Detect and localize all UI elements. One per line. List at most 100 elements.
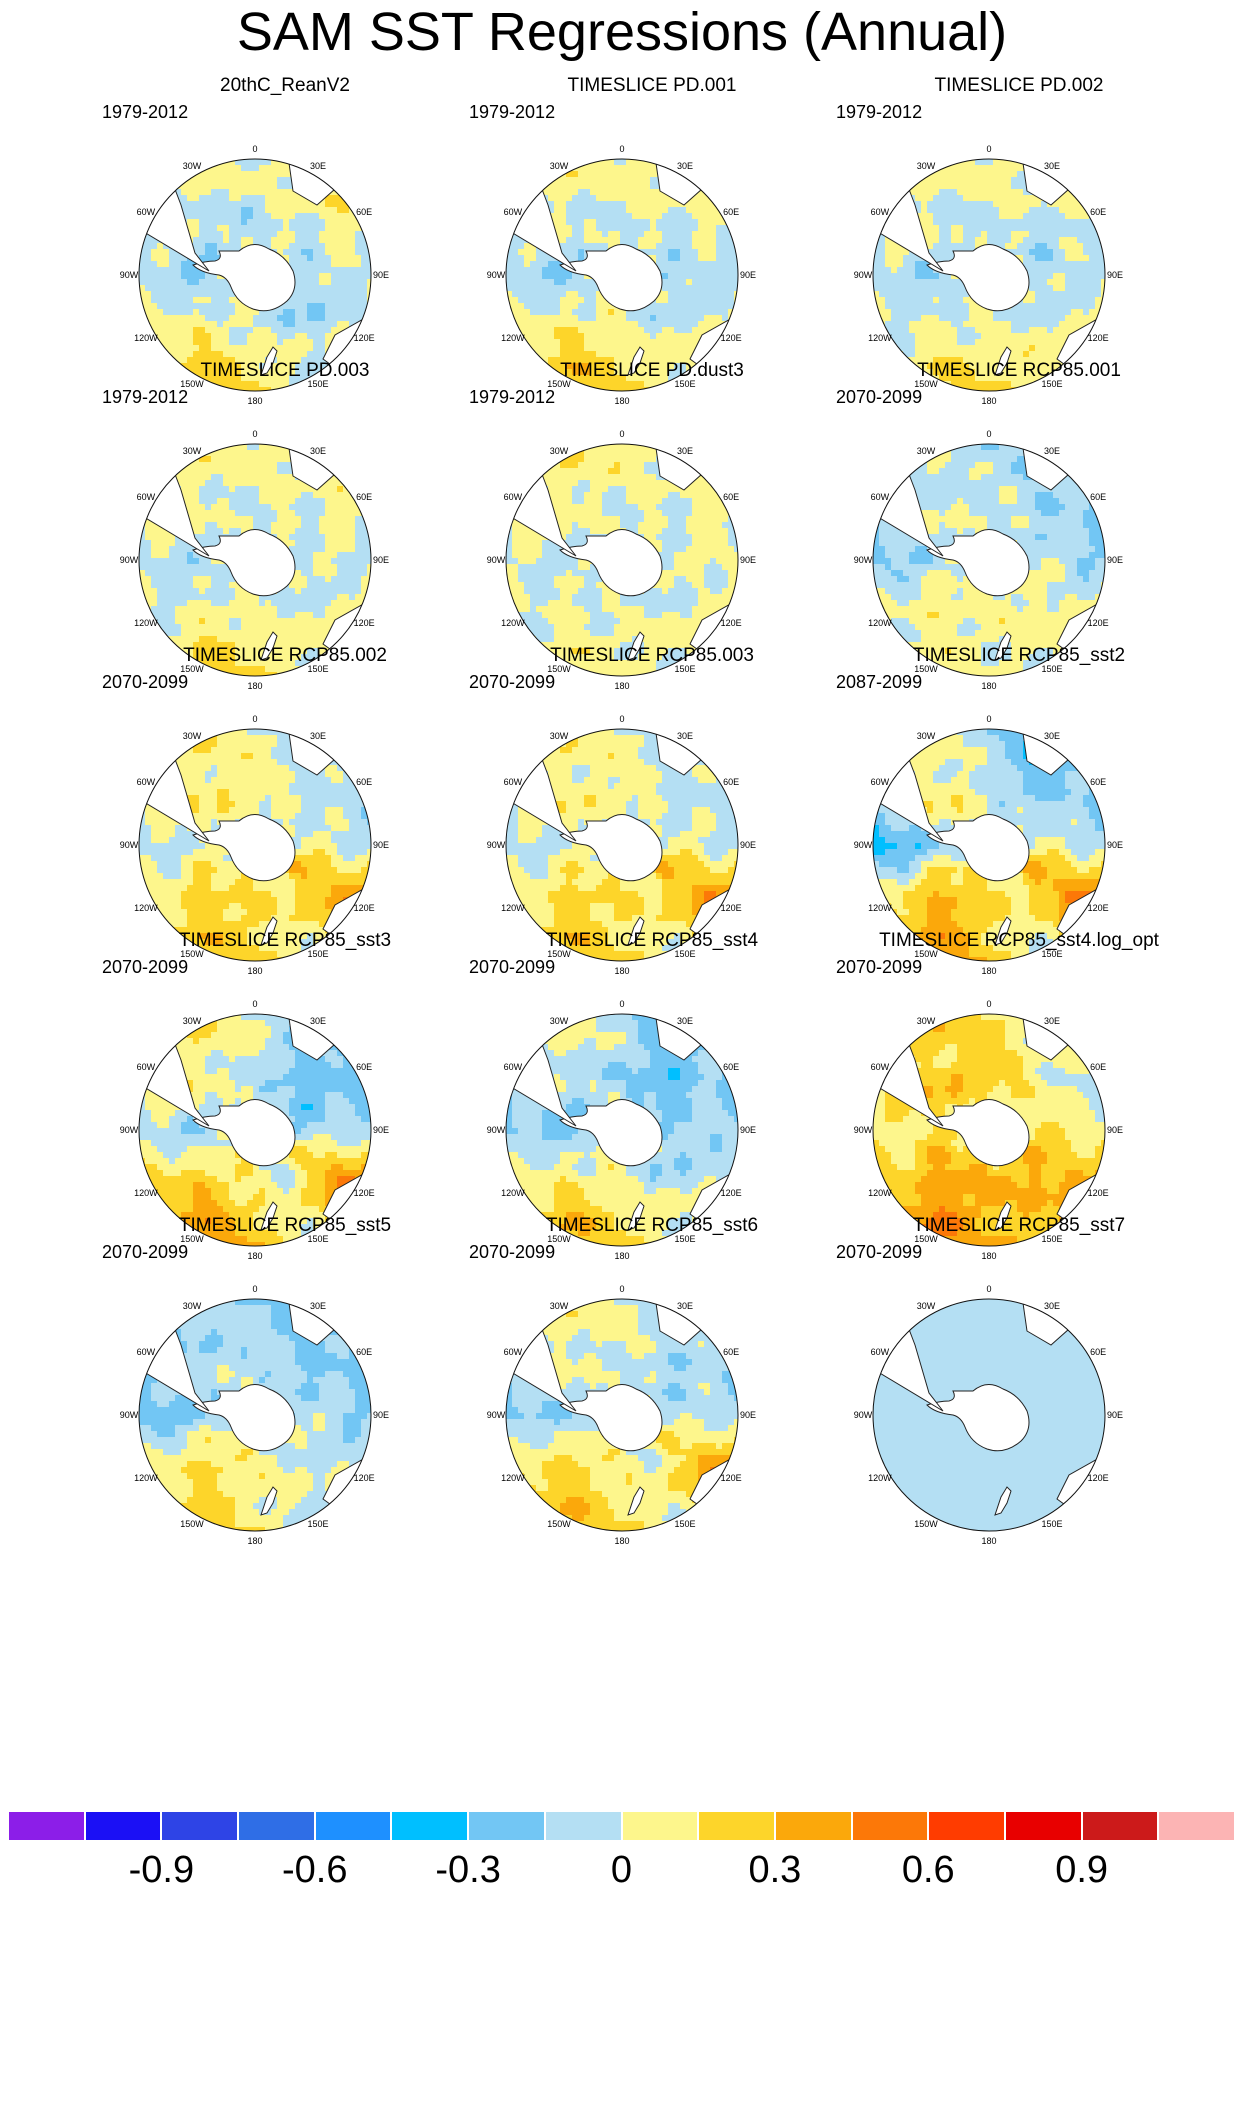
- new-zealand-landmass: [260, 916, 278, 946]
- longitude-label: 60E: [356, 492, 372, 502]
- longitude-label: 180: [981, 1251, 996, 1261]
- antarctica-landmass: [192, 244, 296, 312]
- colorbar-box: [544, 1811, 622, 1841]
- antarctica-landmass: [926, 244, 1030, 312]
- sst-field: [506, 444, 738, 676]
- longitude-label: 60E: [723, 1347, 739, 1357]
- map-border: [872, 728, 1106, 962]
- longitude-label: 60W: [137, 777, 156, 787]
- colorbar-box: [8, 1811, 85, 1841]
- colorbar-box: [468, 1811, 545, 1841]
- longitude-label: 150E: [307, 1234, 328, 1244]
- panel-period: 2087-2099: [836, 672, 923, 692]
- map-panel: TIMESLICE RCP85_sst3 2070-2099 0 30E 60E 90E 1…: [95, 930, 475, 1290]
- sst-field: [873, 444, 1105, 676]
- longitude-label: 60E: [356, 1062, 372, 1072]
- longitude-label: 120E: [1088, 333, 1109, 343]
- longitude-label: 60W: [871, 1347, 890, 1357]
- panel-title: TIMESLICE RCP85_sst7: [912, 1215, 1126, 1236]
- longitude-label: 180: [247, 1536, 262, 1546]
- new-zealand-landmass: [627, 1486, 645, 1516]
- colorbar-tick-label: 0: [610, 1849, 633, 1891]
- longitude-label: 150E: [674, 1519, 695, 1529]
- new-zealand-landmass: [994, 631, 1012, 661]
- colorbar-box: [391, 1811, 469, 1841]
- longitude-label: 90W: [120, 1125, 139, 1135]
- new-zealand-landmass: [994, 916, 1012, 946]
- longitude-label: 180: [614, 1251, 629, 1261]
- colorbar-tick-label: -0.6: [282, 1849, 348, 1891]
- longitude-label: 150W: [547, 949, 571, 959]
- longitude-label: 0: [252, 999, 257, 1009]
- longitude-label: 150W: [547, 664, 571, 674]
- longitude-label: 150E: [1041, 949, 1062, 959]
- longitude-label: 150W: [180, 664, 204, 674]
- map-border: [138, 1013, 372, 1247]
- longitude-label: 120E: [354, 1188, 375, 1198]
- new-zealand-landmass: [260, 346, 278, 376]
- new-zealand-landmass: [627, 631, 645, 661]
- longitude-label: 90E: [1107, 840, 1123, 850]
- sst-field: [873, 159, 1105, 391]
- longitude-label: 120E: [721, 1473, 742, 1483]
- longitude-label: 30W: [183, 1016, 202, 1026]
- longitude-label: 0: [252, 429, 257, 439]
- longitude-label: 90W: [487, 1125, 506, 1135]
- antarctica-landmass: [559, 814, 663, 882]
- longitude-label: 180: [247, 681, 262, 691]
- longitude-label: 0: [986, 999, 991, 1009]
- polar-map: 0 30E 60E 90E 120E 150E 180 150W 120W 90W 60W 30W: [487, 144, 756, 406]
- longitude-label: 120W: [868, 903, 892, 913]
- longitude-label: 90W: [854, 555, 873, 565]
- colorbar-tick-label: -0.9: [128, 1849, 195, 1891]
- antarctica-landmass: [192, 1099, 296, 1167]
- longitude-label: 60E: [723, 777, 739, 787]
- antarctica-landmass: [559, 529, 663, 597]
- polar-map: 0 30E 60E 90E 120E 150E 180 150W 120W 90W 60W 30W: [487, 714, 756, 976]
- longitude-label: 60E: [1090, 1062, 1106, 1072]
- longitude-label: 150W: [914, 379, 938, 389]
- longitude-label: 150W: [914, 1519, 938, 1529]
- longitude-label: 60W: [871, 492, 890, 502]
- polar-map: 0 30E 60E 90E 120E 150E 180 150W 120W 90W 60W 30W: [854, 144, 1123, 406]
- longitude-label: 120W: [501, 1473, 525, 1483]
- new-zealand-landmass: [627, 916, 645, 946]
- map-panel: TIMESLICE RCP85_sst4.log_opt 2070-2099 0 30…: [829, 930, 1209, 1290]
- longitude-label: 150W: [547, 1519, 571, 1529]
- longitude-label: 150E: [307, 1519, 328, 1529]
- longitude-label: 30E: [1044, 446, 1060, 456]
- map-panel: TIMESLICE PD.002 1979-2012 0 30E 60E 90E 120E 1…: [829, 75, 1209, 435]
- longitude-label: 180: [981, 396, 996, 406]
- figure-title: SAM SST Regressions (Annual): [236, 2, 1008, 62]
- longitude-label: 120W: [501, 1188, 525, 1198]
- longitude-label: 60W: [137, 1347, 156, 1357]
- longitude-label: 120W: [134, 618, 158, 628]
- longitude-label: 150W: [914, 664, 938, 674]
- longitude-label: 120W: [134, 1473, 158, 1483]
- map-border: [138, 443, 372, 677]
- longitude-label: 90W: [487, 1410, 506, 1420]
- longitude-label: 150W: [547, 1234, 571, 1244]
- longitude-label: 120W: [134, 1188, 158, 1198]
- antarctica-landmass: [192, 814, 296, 882]
- longitude-label: 30W: [917, 446, 936, 456]
- longitude-label: 30E: [310, 446, 326, 456]
- longitude-label: 150E: [1041, 1234, 1062, 1244]
- polar-map: 0 30E 60E 90E 120E 150E 180 150W 120W 90W 60W 30W: [120, 999, 389, 1261]
- map-border: [505, 1013, 739, 1247]
- longitude-label: 0: [986, 1284, 991, 1294]
- longitude-label: 30W: [917, 731, 936, 741]
- polar-map: 0 30E 60E 90E 120E 150E 180 150W 120W 90W 60W 30W: [120, 144, 389, 406]
- map-border: [872, 158, 1106, 392]
- longitude-label: 30W: [183, 731, 202, 741]
- panel-title: TIMESLICE RCP85_sst2: [912, 645, 1126, 666]
- longitude-label: 150E: [307, 949, 328, 959]
- longitude-label: 60W: [137, 1062, 156, 1072]
- map-panel: TIMESLICE PD.001 1979-2012 0 30E 60E 90E 120E 1…: [462, 75, 842, 435]
- antarctica-landmass: [926, 1099, 1030, 1167]
- panel-title: TIMESLICE RCP85.001: [917, 360, 1121, 381]
- new-zealand-landmass: [994, 1486, 1012, 1516]
- longitude-label: 60W: [871, 1062, 890, 1072]
- longitude-label: 150E: [674, 664, 695, 674]
- longitude-label: 120W: [868, 333, 892, 343]
